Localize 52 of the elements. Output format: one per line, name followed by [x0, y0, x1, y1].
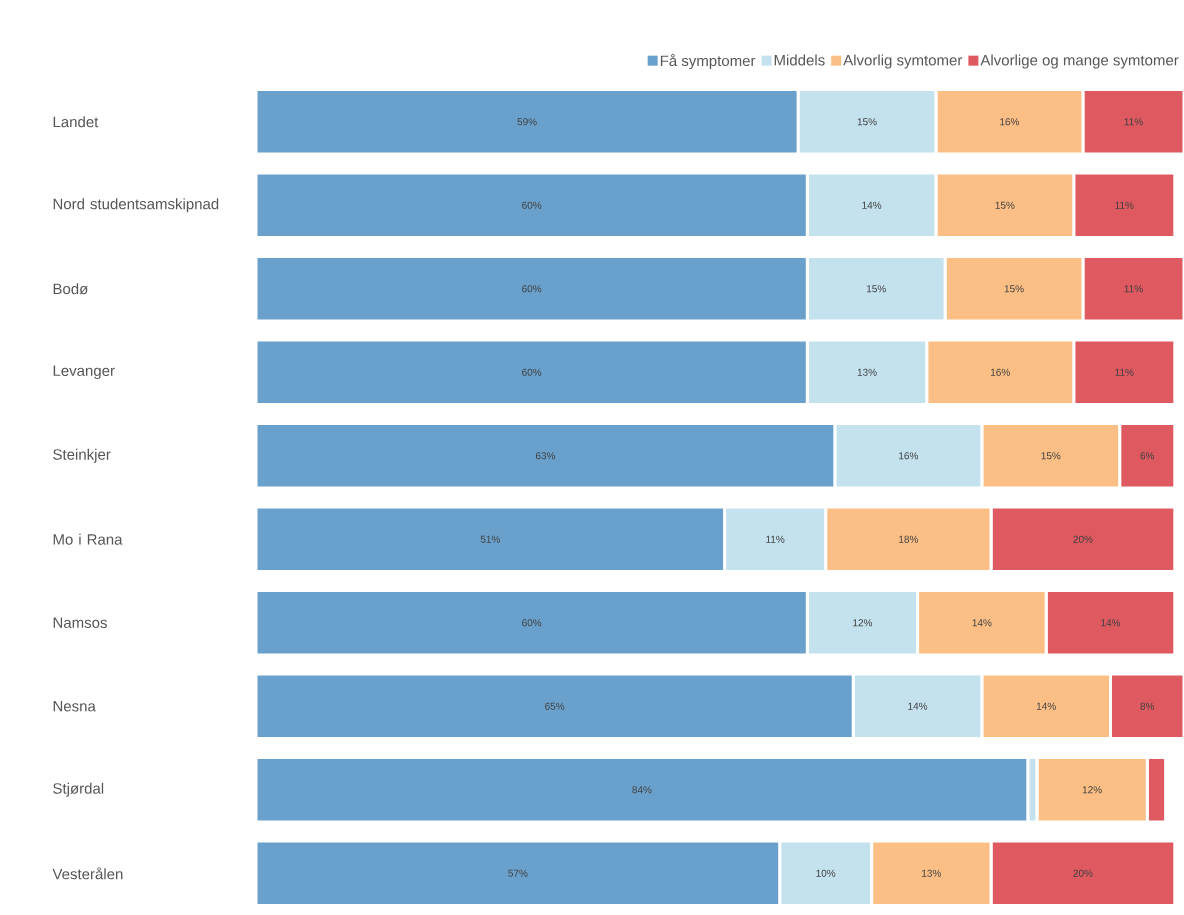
data-label: 11% — [1115, 201, 1134, 209]
data-label: 15% — [1004, 285, 1024, 293]
y-tick-label: Nord studentsamskipnad — [53, 198, 219, 213]
data-label: 13% — [857, 368, 877, 376]
data-label: 57% — [508, 869, 528, 877]
data-label: 14% — [972, 619, 992, 627]
legend-label: Alvorlige og mange symtomer — [980, 54, 1179, 69]
data-label: 10% — [816, 869, 836, 877]
y-tick-label: Mo i Rana — [53, 533, 123, 545]
data-label: 14% — [908, 702, 928, 710]
data-label: 11% — [1115, 368, 1134, 376]
data-label: 59% — [517, 118, 537, 126]
y-tick-label: Nesna — [53, 701, 96, 712]
data-label: 60% — [522, 368, 542, 376]
data-label: 8% — [1140, 702, 1155, 710]
legend-label: Alvorlig symtomer — [843, 54, 963, 69]
data-label: 60% — [522, 285, 542, 293]
data-label: 18% — [899, 535, 919, 543]
y-tick-label: Namsos — [53, 617, 107, 628]
data-label: 12% — [853, 619, 873, 627]
data-label: 20% — [1073, 535, 1093, 543]
legend-label: Middels — [774, 54, 825, 66]
data-label: 60% — [522, 201, 542, 209]
data-label: 65% — [545, 702, 565, 710]
data-label: 16% — [899, 452, 919, 460]
y-tick-label: Bodø — [53, 283, 88, 295]
data-label: 11% — [1124, 285, 1143, 293]
data-label: 14% — [1101, 619, 1121, 627]
data-label: 14% — [1036, 702, 1056, 710]
y-tick-label: Steinkjer — [53, 448, 111, 463]
legend-label: Få symptomer — [660, 53, 756, 70]
data-label: 14% — [862, 201, 882, 209]
data-label: 13% — [922, 869, 941, 877]
y-tick-label: Landet — [53, 116, 99, 128]
data-label: 51% — [480, 535, 500, 543]
data-label: 15% — [995, 201, 1015, 209]
data-label: 11% — [766, 535, 785, 543]
data-label: 16% — [1000, 118, 1020, 126]
data-label: 60% — [522, 619, 542, 627]
y-tick-label: Stjørdal — [53, 782, 104, 797]
data-label: 15% — [866, 285, 886, 293]
y-tick-label: Levanger — [53, 365, 115, 379]
data-label: 6% — [1140, 452, 1155, 460]
y-tick-label: Vesterålen — [52, 867, 123, 880]
data-label: 15% — [1041, 452, 1061, 460]
data-label: 12% — [1082, 786, 1102, 794]
data-label: 11% — [1124, 118, 1143, 126]
data-label: 15% — [857, 118, 877, 126]
data-label: 63% — [535, 452, 556, 460]
data-label: 16% — [991, 368, 1010, 376]
data-label: 84% — [632, 786, 652, 794]
data-label: 20% — [1073, 869, 1093, 877]
